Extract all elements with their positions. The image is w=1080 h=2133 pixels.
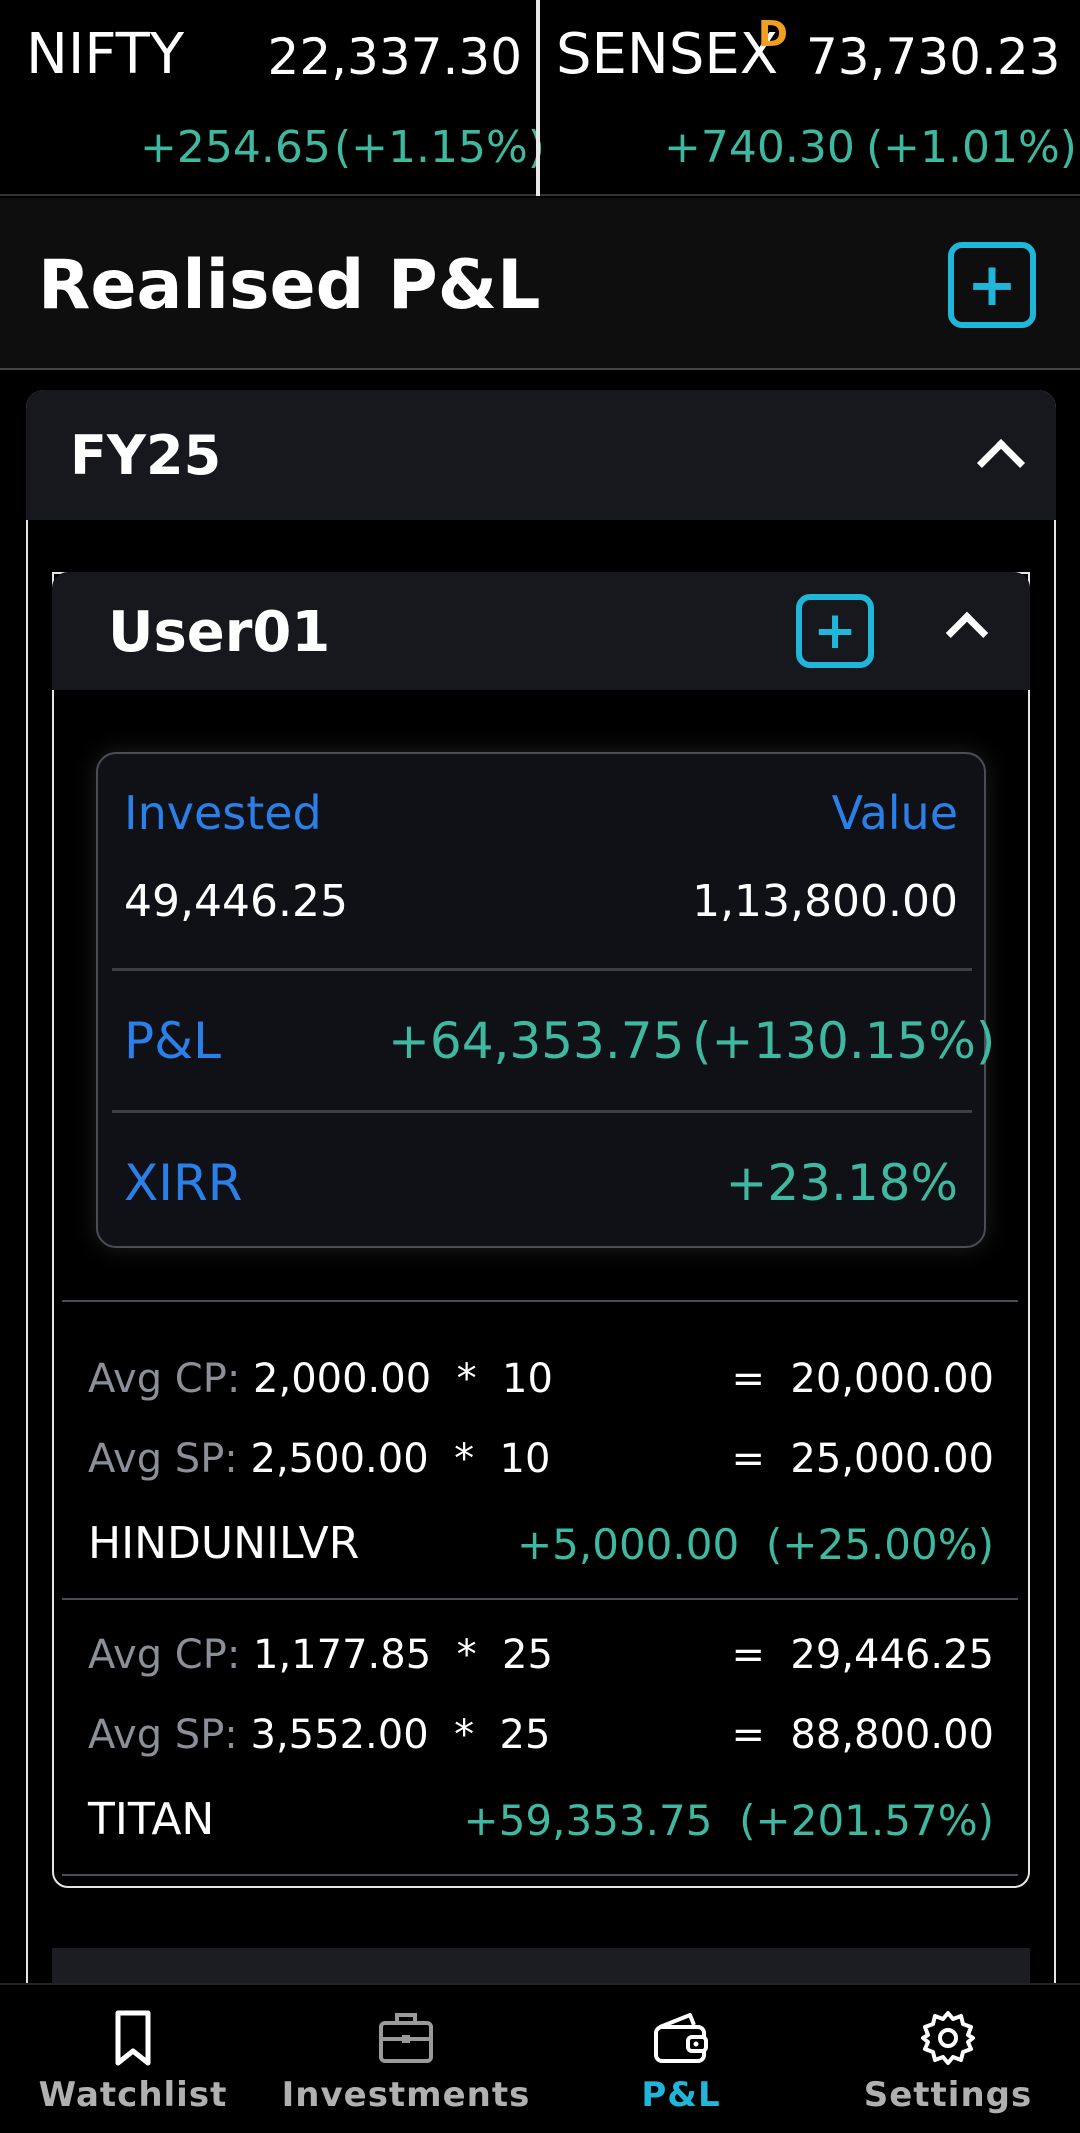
- xirr-value: +23.18%: [725, 1154, 958, 1212]
- gear-icon: [921, 2011, 975, 2065]
- nav-label: P&L: [641, 2075, 721, 2115]
- divider: [62, 1874, 1018, 1876]
- avg-sp: 3,552.00: [250, 1712, 429, 1758]
- add-trade-button[interactable]: +: [796, 594, 874, 668]
- sp-total: 25,000.00: [790, 1436, 994, 1482]
- avg-sp: 2,500.00: [250, 1436, 429, 1482]
- sensex-change: +740.30: [664, 122, 855, 173]
- sp-qty: 10: [499, 1436, 551, 1482]
- stock-symbol: HINDUNILVR: [88, 1518, 360, 1569]
- user-header[interactable]: User01 +: [52, 572, 1030, 690]
- sensex-badge: D: [758, 14, 788, 55]
- index-ticker: NIFTY 22,337.30 +254.65 (+1.15%) SENSEX …: [0, 0, 1080, 196]
- invested-label: Invested: [124, 786, 322, 840]
- nav-investments[interactable]: Investments: [266, 1985, 546, 2133]
- avg-cp-label: Avg CP:: [88, 1356, 241, 1402]
- pnl-value: +64,353.75: [388, 1012, 685, 1070]
- nav-settings[interactable]: Settings: [816, 1985, 1080, 2133]
- divider: [62, 1300, 1018, 1302]
- stock-pnl-percent: (+201.57%): [739, 1796, 994, 1845]
- page-header: Realised P&L +: [0, 198, 1080, 370]
- plus-icon: +: [813, 601, 857, 661]
- nifty-change: +254.65: [140, 122, 331, 173]
- user-name: User01: [108, 600, 331, 665]
- page-title: Realised P&L: [38, 246, 541, 325]
- nav-label: Investments: [281, 2075, 531, 2115]
- cp-total: 29,446.25: [790, 1632, 994, 1678]
- nav-label: Watchlist: [38, 2075, 228, 2115]
- fy-header[interactable]: FY25: [26, 390, 1056, 520]
- pnl-percent: (+130.15%): [692, 1012, 996, 1070]
- avg-sp-label: Avg SP:: [88, 1712, 238, 1758]
- cp-qty: 25: [502, 1632, 553, 1678]
- stock-pnl-percent: (+25.00%): [765, 1520, 994, 1569]
- current-value: 1,13,800.00: [692, 876, 958, 927]
- plus-icon: +: [966, 250, 1018, 320]
- nifty-change-pct: (+1.15%): [334, 122, 545, 173]
- sp-qty: 25: [499, 1712, 551, 1758]
- sp-total: 88,800.00: [790, 1712, 994, 1758]
- avg-cp-label: Avg CP:: [88, 1632, 241, 1678]
- nav-pnl[interactable]: P&L: [546, 1985, 816, 2133]
- nav-watchlist[interactable]: Watchlist: [0, 1985, 266, 2133]
- nav-label: Settings: [863, 2075, 1033, 2115]
- stock-symbol: TITAN: [88, 1794, 215, 1845]
- ticker-divider: [536, 0, 540, 196]
- add-fy-button[interactable]: +: [948, 242, 1036, 328]
- briefcase-icon: [379, 2013, 433, 2063]
- cp-total: 20,000.00: [790, 1356, 994, 1402]
- divider: [62, 1598, 1018, 1600]
- wallet-icon: [654, 2013, 708, 2063]
- stock-pnl: +5,000.00: [516, 1520, 740, 1569]
- bottom-nav: Watchlist Investments P&L Settings: [0, 1983, 1080, 2131]
- sensex-change-pct: (+1.01%): [866, 122, 1077, 173]
- nifty-name: NIFTY: [26, 22, 185, 87]
- divider: [112, 1110, 972, 1113]
- divider: [112, 968, 972, 971]
- chevron-up-icon[interactable]: [945, 611, 989, 655]
- invested-value: 49,446.25: [124, 876, 348, 927]
- avg-cp: 1,177.85: [253, 1632, 432, 1678]
- bookmark-icon: [115, 2010, 151, 2066]
- avg-sp-label: Avg SP:: [88, 1436, 238, 1482]
- stock-pnl: +59,353.75: [463, 1796, 713, 1845]
- sensex-value: 73,730.23: [806, 28, 1061, 86]
- xirr-label: XIRR: [124, 1154, 243, 1212]
- value-label: Value: [831, 786, 958, 840]
- sensex-name: SENSEX: [556, 22, 779, 87]
- pnl-label: P&L: [124, 1012, 221, 1070]
- chevron-up-icon[interactable]: [976, 438, 1026, 488]
- avg-cp: 2,000.00: [253, 1356, 432, 1402]
- nifty-value: 22,337.30: [267, 28, 522, 86]
- fy-title: FY25: [70, 424, 222, 487]
- pnl-summary: Invested Value 49,446.25 1,13,800.00 P&L…: [96, 752, 996, 1248]
- cp-qty: 10: [502, 1356, 553, 1402]
